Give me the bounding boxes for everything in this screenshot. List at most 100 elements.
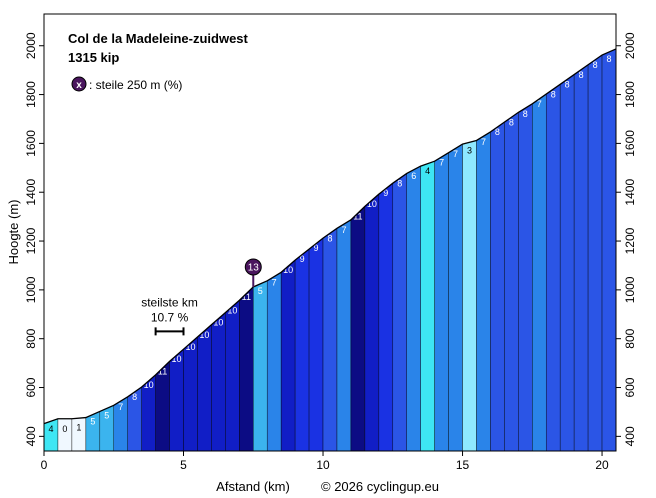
segment-gradient-label: 3 bbox=[467, 145, 472, 155]
segment-gradient-label: 5 bbox=[258, 286, 263, 296]
segment-gradient-label: 9 bbox=[300, 254, 305, 264]
x-axis-label: Afstand (km) bbox=[216, 479, 290, 494]
y-axis-ticks-left: 400 600 800 1000 1200 1400 1600 1800 2000 bbox=[24, 32, 44, 446]
profile-segment bbox=[462, 140, 477, 452]
segment-gradient-label: 4 bbox=[48, 424, 53, 434]
profile-segment bbox=[587, 54, 603, 452]
x-tick-label: 10 bbox=[316, 458, 330, 472]
profile-segments bbox=[43, 48, 617, 452]
segment-gradient-label: 1 bbox=[76, 423, 81, 433]
steepest-km-value: 10.7 % bbox=[151, 310, 189, 324]
profile-segment bbox=[336, 219, 352, 452]
profile-segment bbox=[546, 83, 561, 452]
steepest-marker-label: 13 bbox=[248, 262, 260, 273]
y-tick-label-left: 800 bbox=[24, 328, 38, 348]
steepest-km-annotation: steilste km 10.7 % bbox=[141, 295, 198, 336]
segment-gradient-label: 8 bbox=[565, 80, 570, 90]
profile-segment bbox=[183, 336, 198, 452]
segment-gradient-label: 7 bbox=[272, 277, 277, 287]
y-tick-label-left: 1200 bbox=[24, 227, 38, 254]
profile-segment bbox=[294, 248, 310, 452]
segment-gradient-label: 9 bbox=[314, 243, 319, 253]
profile-segment bbox=[518, 103, 533, 452]
plot-frame bbox=[43, 13, 617, 452]
x-tick-label: 15 bbox=[456, 458, 470, 472]
profile-segment bbox=[406, 165, 421, 452]
segment-gradient-label: 5 bbox=[104, 410, 109, 420]
x-tick-label: 0 bbox=[41, 458, 48, 472]
y-tick-label-left: 1800 bbox=[24, 81, 38, 108]
legend-marker-symbol: x bbox=[76, 80, 82, 91]
y-tick-label-right: 1200 bbox=[623, 227, 637, 254]
steepest-250m-marker: 13 bbox=[244, 258, 262, 287]
y-axis-label: Hoogte (m) bbox=[6, 199, 21, 264]
segment-gradient-label: 6 bbox=[411, 171, 416, 181]
profile-segment bbox=[225, 299, 240, 452]
profile-outline bbox=[43, 48, 617, 425]
y-tick-label-right: 1400 bbox=[623, 179, 637, 206]
segment-gradient-label: 11 bbox=[353, 211, 362, 221]
profile-segment bbox=[197, 324, 212, 452]
y-tick-label-right: 1800 bbox=[623, 81, 637, 108]
profile-segment bbox=[350, 205, 366, 452]
segment-gradient-label: 8 bbox=[327, 233, 332, 243]
segment-gradient-label: 10 bbox=[199, 330, 209, 340]
segment-gradient-label: 10 bbox=[185, 342, 195, 352]
profile-segment bbox=[490, 121, 505, 452]
segment-gradient-label: 0 bbox=[62, 424, 67, 434]
x-axis-ticks: 0 5 10 15 20 bbox=[41, 451, 609, 472]
profile-segment bbox=[267, 271, 282, 452]
segment-gradient-label: 8 bbox=[495, 127, 500, 137]
profile-segment bbox=[559, 74, 575, 452]
profile-segment bbox=[211, 312, 226, 452]
segment-gradient-label: 8 bbox=[509, 117, 514, 127]
profile-segment bbox=[364, 193, 380, 452]
segment-gradient-label: 11 bbox=[158, 366, 167, 376]
profile-segment bbox=[420, 160, 435, 452]
profile-segment bbox=[532, 93, 547, 452]
profile-segment bbox=[308, 237, 324, 452]
y-tick-label-left: 600 bbox=[24, 377, 38, 397]
y-tick-label-left: 1600 bbox=[24, 130, 38, 157]
segment-gradient-label: 8 bbox=[397, 178, 402, 188]
profile-segment bbox=[504, 112, 519, 452]
segment-gradient-label: 8 bbox=[579, 70, 584, 80]
profile-segment bbox=[378, 182, 393, 452]
profile-segment bbox=[434, 152, 449, 452]
segment-gradient-label: 9 bbox=[383, 188, 388, 198]
profile-segment bbox=[169, 348, 184, 452]
profile-segment bbox=[322, 227, 338, 452]
profile-segment bbox=[253, 280, 268, 452]
chart-subtitle: 1315 kip bbox=[68, 50, 119, 65]
segment-gradient-label: 4 bbox=[425, 166, 430, 176]
segment-gradient-label: 10 bbox=[227, 305, 237, 315]
segment-gradient-label: 8 bbox=[551, 89, 556, 99]
y-tick-label-right: 400 bbox=[623, 426, 637, 446]
x-tick-label: 5 bbox=[180, 458, 187, 472]
steepest-marker-circle-icon bbox=[244, 258, 262, 276]
segment-gradient-label: 10 bbox=[172, 354, 182, 364]
profile-segment bbox=[280, 259, 296, 452]
segment-gradient-label: 10 bbox=[367, 199, 377, 209]
y-tick-label-left: 400 bbox=[24, 426, 38, 446]
profile-segment bbox=[448, 143, 463, 452]
y-tick-label-left: 2000 bbox=[24, 32, 38, 59]
x-tick-label: 20 bbox=[595, 458, 609, 472]
y-tick-label-right: 800 bbox=[623, 328, 637, 348]
profile-segment bbox=[601, 48, 617, 452]
y-axis-ticks-right: 400 600 800 1000 1200 1400 1600 1800 2000 bbox=[616, 32, 637, 446]
profile-segment bbox=[239, 286, 254, 452]
segment-gradient-label: 10 bbox=[144, 380, 154, 390]
segment-gradient-label: 5 bbox=[90, 416, 95, 426]
segment-gradient-label: 8 bbox=[607, 54, 612, 64]
legend-text: : steile 250 m (%) bbox=[89, 78, 182, 92]
y-tick-label-right: 1600 bbox=[623, 130, 637, 157]
y-tick-label-right: 600 bbox=[623, 377, 637, 397]
chart-title: Col de la Madeleine-zuidwest bbox=[68, 31, 249, 46]
segment-gradient-label: 8 bbox=[132, 392, 137, 402]
segment-gradient-label: 7 bbox=[341, 225, 346, 235]
profile-segment bbox=[392, 173, 407, 452]
steepest-km-label: steilste km bbox=[141, 295, 198, 309]
